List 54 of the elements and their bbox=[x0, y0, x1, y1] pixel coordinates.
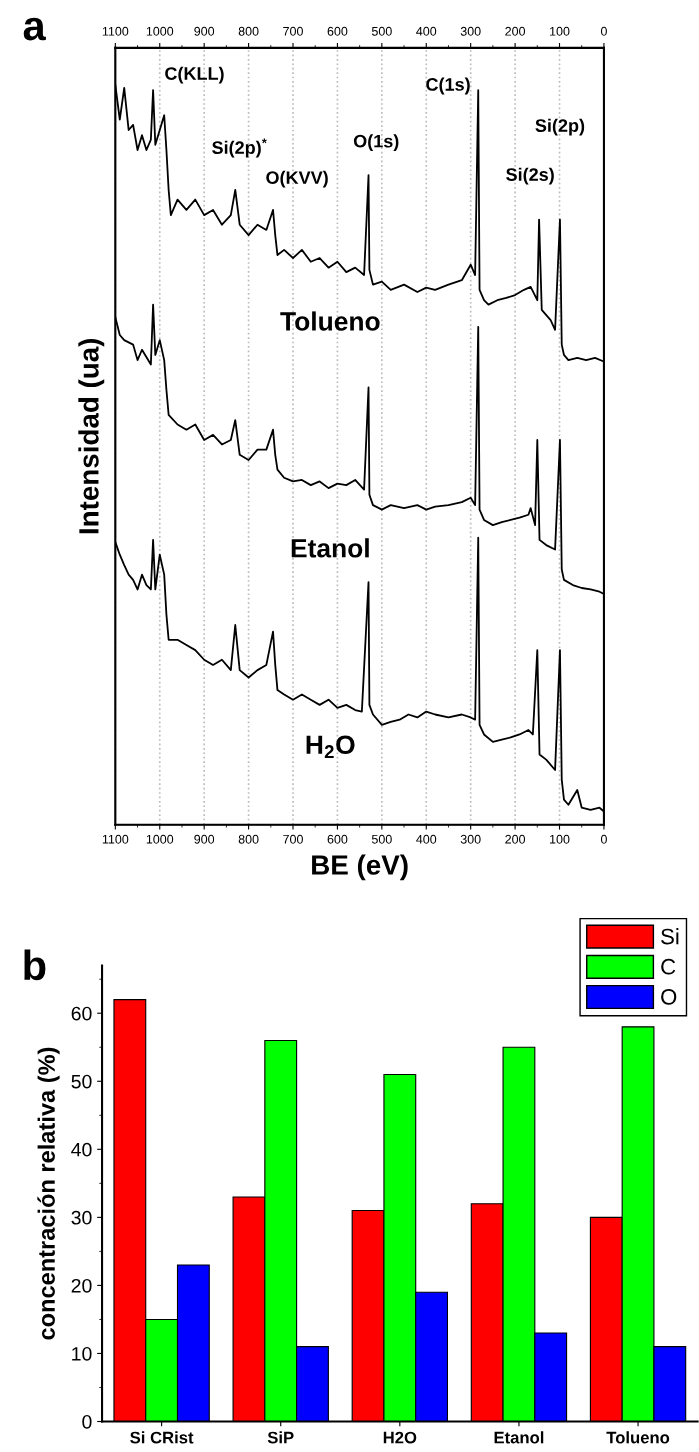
annotation: O(1s) bbox=[353, 134, 399, 152]
chart-title: b bbox=[24, 949, 46, 981]
series-label: Etanol bbox=[291, 538, 369, 558]
y-tick-label: 30 bbox=[71, 1210, 92, 1225]
y-tick-label: 40 bbox=[71, 1142, 92, 1157]
y-tick-label: 20 bbox=[71, 1278, 92, 1293]
x2-tick-label: 500 bbox=[371, 26, 392, 36]
x-tick-label: Etanol bbox=[494, 1431, 544, 1444]
annotation: C(1s) bbox=[426, 77, 470, 95]
legend-label: Si bbox=[661, 928, 679, 945]
x2-tick-label: 300 bbox=[460, 26, 481, 36]
x-tick-label: 400 bbox=[416, 834, 437, 844]
x-tick-label: H2O bbox=[383, 1431, 417, 1444]
x2-tick-label: 600 bbox=[327, 26, 348, 36]
x-tick-label: 1000 bbox=[146, 834, 174, 844]
text: C(KLL) bbox=[165, 66, 224, 84]
chart-title: a bbox=[23, 17, 46, 41]
y-tick-label: 50 bbox=[71, 1074, 92, 1089]
x-axis-title: BE (eV) bbox=[312, 854, 408, 881]
x2-tick-label: 100 bbox=[550, 26, 570, 36]
x2-tick-label: 900 bbox=[194, 26, 215, 36]
x2-tick-label: 0 bbox=[600, 26, 607, 36]
series-label: H$_{2}$O bbox=[306, 735, 355, 759]
x-tick-label: 800 bbox=[238, 834, 259, 844]
x-tick-label: 500 bbox=[371, 834, 392, 844]
y-axis-title: Intensidad (ua) bbox=[78, 338, 105, 534]
x-tick-label: SiP bbox=[267, 1431, 294, 1444]
x-tick-label: 0 bbox=[600, 834, 607, 844]
series-label: Tolueno bbox=[280, 311, 380, 331]
annotation: Si(2s) bbox=[506, 167, 554, 185]
y-tick-label: 10 bbox=[72, 1346, 92, 1361]
x-tick-label: 700 bbox=[283, 834, 303, 844]
x2-tick-label: 1100 bbox=[102, 26, 129, 36]
x-tick-label: 100 bbox=[550, 834, 570, 844]
annotation: Si(2p) bbox=[535, 118, 585, 136]
x-tick-label: 900 bbox=[194, 834, 215, 844]
annotation: O(KVV) bbox=[266, 170, 328, 188]
y-tick-label: 60 bbox=[71, 1006, 92, 1021]
x-tick-label: 200 bbox=[505, 834, 526, 844]
x2-tick-label: 200 bbox=[505, 26, 526, 36]
y-tick-label: 0 bbox=[82, 1414, 92, 1429]
x2-tick-label: 800 bbox=[238, 26, 259, 36]
x2-tick-label: 700 bbox=[283, 26, 303, 36]
legend-label: O bbox=[661, 988, 677, 1005]
x-tick-label: 600 bbox=[327, 834, 348, 844]
annotation: Si(2p)$^{*}$ bbox=[212, 138, 267, 158]
x-tick-label: Si CRist bbox=[130, 1431, 194, 1444]
y-axis-title: concentración relativa (%) bbox=[37, 1047, 60, 1340]
legend-label: C bbox=[661, 958, 676, 975]
x2-tick-label: 400 bbox=[416, 26, 437, 36]
x2-tick-label: 1000 bbox=[146, 26, 174, 36]
x-tick-label: 1100 bbox=[102, 834, 129, 844]
x-tick-label: Tolueno bbox=[606, 1431, 670, 1444]
x-tick-label: 300 bbox=[460, 834, 481, 844]
